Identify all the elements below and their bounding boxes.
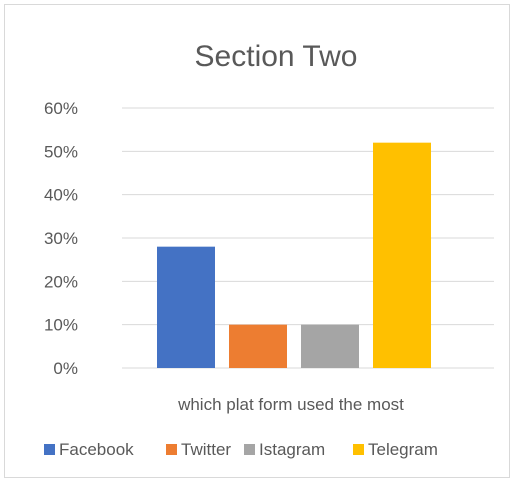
y-axis-ticks: 0% 10% 20% 30% 40% 50% 60% bbox=[44, 99, 78, 378]
bar-facebook bbox=[157, 246, 215, 368]
legend-label-telegram: Telegram bbox=[368, 440, 438, 459]
bar-twitter bbox=[229, 324, 287, 368]
y-tick-label: 10% bbox=[44, 316, 78, 335]
x-axis-label: which plat form used the most bbox=[177, 395, 404, 414]
legend-label-facebook: Facebook bbox=[59, 440, 134, 459]
y-tick-label: 30% bbox=[44, 229, 78, 248]
y-tick-label: 20% bbox=[44, 272, 78, 291]
legend-label-istagram: Istagram bbox=[259, 440, 325, 459]
legend-label-twitter: Twitter bbox=[181, 440, 231, 459]
y-tick-label: 40% bbox=[44, 186, 78, 205]
y-tick-label: 0% bbox=[53, 359, 78, 378]
legend-swatch-facebook bbox=[44, 444, 55, 455]
bar-telegram bbox=[373, 142, 431, 368]
y-tick-label: 60% bbox=[44, 99, 78, 118]
bar-istagram bbox=[301, 324, 359, 368]
legend-swatch-twitter bbox=[166, 444, 177, 455]
bars bbox=[157, 142, 431, 368]
y-tick-label: 50% bbox=[44, 142, 78, 161]
legend-swatch-telegram bbox=[353, 444, 364, 455]
chart-title: Section Two bbox=[195, 40, 358, 73]
legend: Facebook Twitter Istagram Telegram bbox=[44, 440, 438, 459]
legend-swatch-istagram bbox=[244, 444, 255, 455]
